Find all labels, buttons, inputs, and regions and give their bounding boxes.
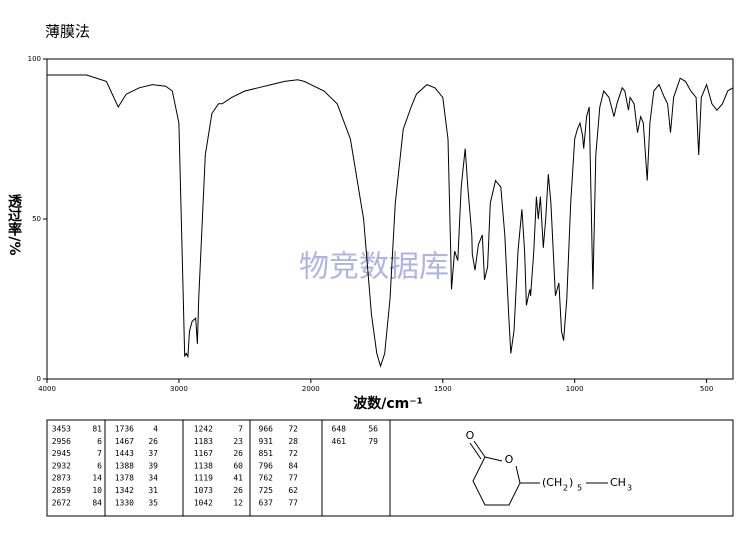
peak-wavenumber: 2859	[52, 486, 71, 495]
peak-wavenumber: 1242	[194, 425, 213, 434]
carbonyl-bond	[469, 440, 486, 460]
peak-transmittance: 26	[148, 437, 158, 446]
atom-label: O	[505, 453, 514, 466]
peak-transmittance: 6	[97, 437, 102, 446]
chain-subscript: 2	[563, 484, 568, 493]
peak-transmittance: 12	[233, 498, 243, 507]
plot-frame	[46, 58, 734, 380]
peak-wavenumber: 1167	[194, 449, 213, 458]
watermark: 物竞数据库	[299, 250, 449, 285]
y-tick-label: 0	[37, 375, 41, 383]
x-axis-label: 波数/cm⁻¹	[353, 395, 423, 412]
peak-wavenumber: 1736	[115, 425, 134, 434]
peak-transmittance: 10	[92, 486, 102, 495]
spectrum-line	[47, 74, 734, 368]
peak-transmittance: 77	[288, 498, 298, 507]
peak-wavenumber: 1378	[115, 474, 134, 483]
y-tick-label: 100	[28, 55, 41, 63]
peak-transmittance: 35	[148, 498, 158, 507]
x-tick-label: 2000	[302, 385, 320, 393]
chain-label: )	[569, 476, 573, 489]
peak-transmittance: 28	[288, 437, 298, 446]
y-axis-label: 透过率/%	[6, 194, 22, 255]
x-tick-label: 500	[700, 385, 713, 393]
peak-transmittance: 4	[153, 425, 158, 434]
y-tick-label: 50	[32, 215, 41, 223]
peak-transmittance: 41	[233, 474, 243, 483]
x-tick-label: 1500	[434, 385, 452, 393]
peak-transmittance: 34	[148, 474, 158, 483]
peak-transmittance: 7	[238, 425, 243, 434]
peak-wavenumber: 2672	[52, 498, 71, 507]
chain-label: (CH	[542, 476, 562, 489]
chain-subscript: 5	[577, 484, 582, 493]
peak-wavenumber: 725	[259, 486, 274, 495]
peak-transmittance: 23	[233, 437, 243, 446]
peak-transmittance: 62	[288, 486, 298, 495]
peak-transmittance: 26	[233, 486, 243, 495]
peak-table	[46, 419, 734, 517]
peak-transmittance: 31	[148, 486, 158, 495]
peak-wavenumber: 1073	[194, 486, 213, 495]
peak-transmittance: 72	[288, 425, 298, 434]
peak-transmittance: 26	[233, 449, 243, 458]
peak-transmittance: 56	[368, 425, 378, 434]
structure	[469, 440, 608, 506]
peak-wavenumber: 1138	[194, 461, 213, 470]
peak-wavenumber: 851	[259, 449, 274, 458]
peak-wavenumber: 637	[259, 498, 274, 507]
peak-transmittance: 72	[288, 449, 298, 458]
end-label: CH	[610, 476, 626, 489]
peak-transmittance: 77	[288, 474, 298, 483]
peak-transmittance: 81	[92, 425, 102, 434]
x-tick-label: 1000	[566, 385, 584, 393]
peak-wavenumber: 2956	[52, 437, 71, 446]
chart-title: 薄膜法	[45, 23, 90, 41]
peak-transmittance: 39	[148, 461, 158, 470]
peak-wavenumber: 1467	[115, 437, 134, 446]
peak-transmittance: 6	[97, 461, 102, 470]
peak-wavenumber: 2945	[52, 449, 71, 458]
peak-wavenumber: 3453	[52, 425, 71, 434]
peak-wavenumber: 1388	[115, 461, 134, 470]
peak-transmittance: 79	[368, 437, 378, 446]
x-tick-label: 3000	[170, 385, 188, 393]
x-tick-label: 4000	[38, 385, 56, 393]
peak-wavenumber: 931	[259, 437, 274, 446]
ring-bonds	[472, 456, 521, 506]
peak-wavenumber: 762	[259, 474, 274, 483]
peak-transmittance: 7	[97, 449, 102, 458]
peak-wavenumber: 2932	[52, 461, 71, 470]
peak-wavenumber: 1183	[194, 437, 213, 446]
peak-wavenumber: 1119	[194, 474, 213, 483]
peak-wavenumber: 461	[332, 437, 347, 446]
peak-wavenumber: 1443	[115, 449, 134, 458]
peak-wavenumber: 2873	[52, 474, 71, 483]
peak-transmittance: 37	[148, 449, 158, 458]
peak-wavenumber: 1342	[115, 486, 134, 495]
peak-transmittance: 84	[288, 461, 298, 470]
peak-wavenumber: 796	[259, 461, 274, 470]
peak-wavenumber: 648	[332, 425, 347, 434]
peak-transmittance: 84	[92, 498, 102, 507]
peak-wavenumber: 1042	[194, 498, 213, 507]
peak-transmittance: 14	[92, 474, 102, 483]
peak-wavenumber: 1330	[115, 498, 134, 507]
atom-label: O	[466, 429, 475, 442]
peak-transmittance: 60	[233, 461, 243, 470]
peak-wavenumber: 966	[259, 425, 274, 434]
end-subscript: 3	[627, 484, 632, 493]
